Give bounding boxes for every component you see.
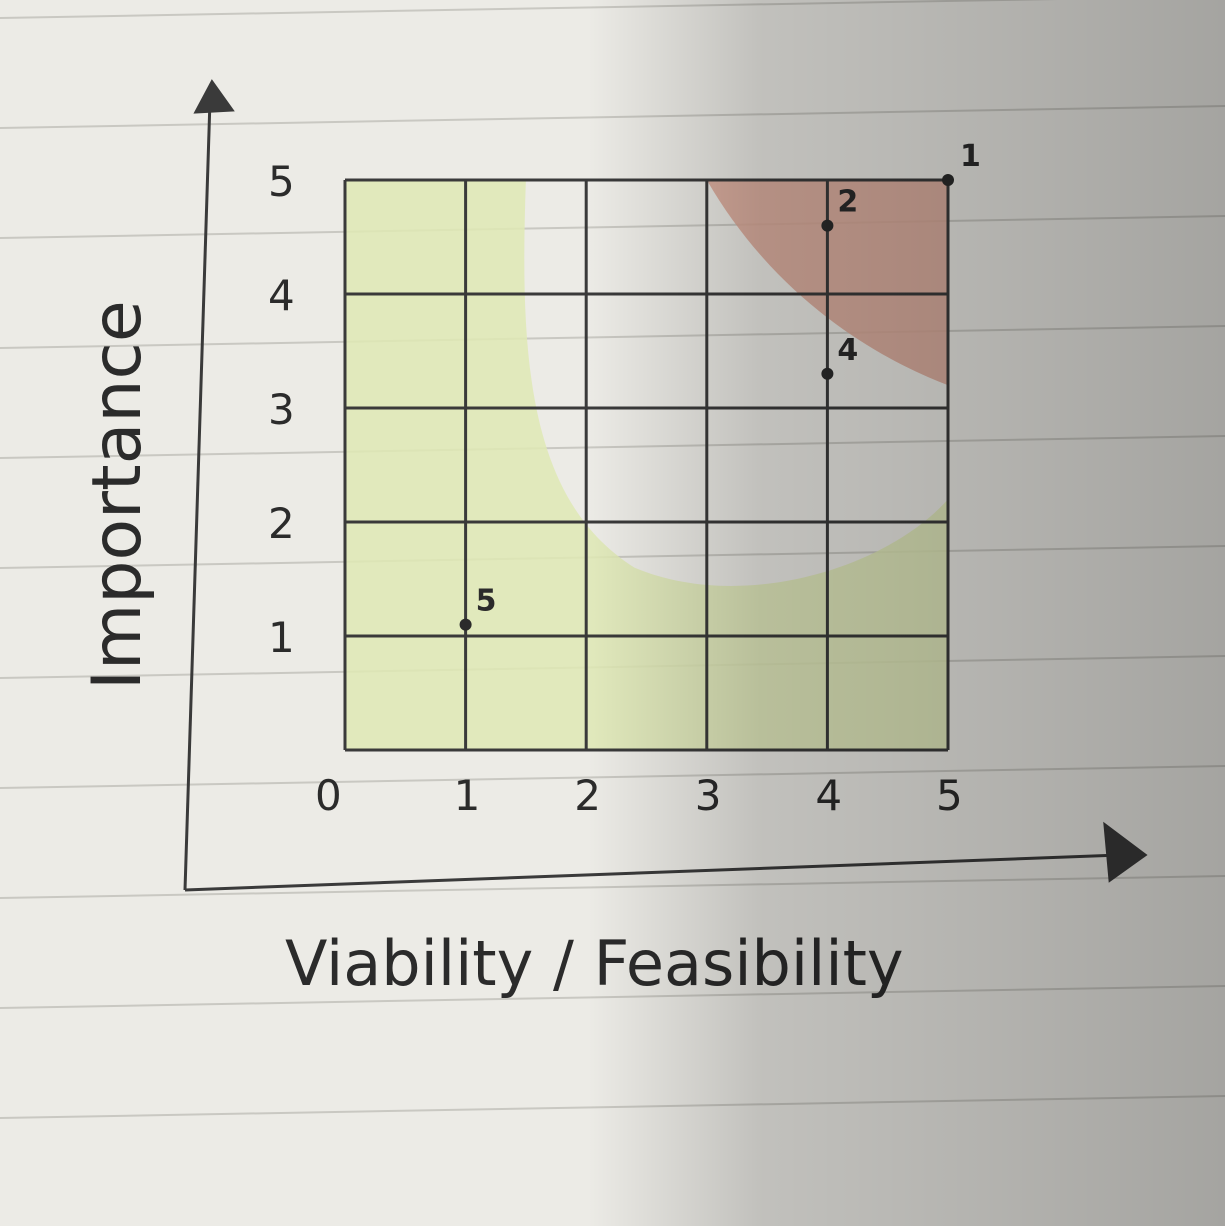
data-point: 2: [821, 185, 858, 232]
data-point-label: 2: [837, 185, 858, 220]
axes: [183, 79, 1148, 892]
x-tick-label: 4: [815, 771, 842, 820]
notebook-line: [0, 765, 1225, 789]
notebook-line: [0, 215, 1225, 239]
x-tick-label: 2: [574, 771, 601, 820]
low-zone-region: [345, 180, 948, 750]
data-point-dot: [459, 618, 472, 631]
x-axis-title: Viability / Feasibility: [285, 927, 904, 1000]
y-axis-title: Importance: [78, 300, 157, 690]
grid: [343, 178, 950, 752]
data-point: 5: [459, 584, 497, 631]
x-axis-arrow: [1103, 821, 1148, 883]
notebook-line: [0, 0, 1058, 19]
data-point-dot: [821, 219, 834, 232]
data-point-label: 1: [960, 139, 981, 174]
data-point-dot: [942, 174, 954, 186]
x-tick-label: 0: [315, 771, 342, 820]
notebook-line: [0, 1095, 1225, 1119]
notebook-line: [0, 105, 1225, 129]
data-points: 1 2 4 5: [459, 139, 981, 631]
y-tick-label: 2: [268, 499, 295, 548]
x-tick-label: 1: [454, 771, 481, 820]
data-point-dot: [821, 367, 834, 380]
x-tick-label: 3: [695, 771, 722, 820]
data-point-label: 5: [476, 584, 497, 619]
x-tick-labels: 0 1 2 3 4 5: [315, 771, 963, 820]
y-tick-labels: 1 2 3 4 5: [268, 157, 295, 662]
y-tick-label: 5: [268, 157, 295, 206]
data-point-label: 4: [837, 333, 858, 368]
y-tick-label: 1: [268, 613, 295, 662]
data-point: 1: [942, 139, 981, 186]
x-axis-line: [184, 853, 1121, 892]
y-axis-arrow: [193, 79, 235, 114]
y-axis-line: [183, 99, 212, 891]
y-tick-label: 3: [268, 385, 295, 434]
notebook-line: [0, 435, 1225, 459]
notebook-line: [0, 985, 1225, 1009]
y-tick-label: 4: [268, 271, 295, 320]
notebook-line: [0, 875, 1225, 899]
x-tick-label: 5: [936, 771, 963, 820]
data-point: 4: [821, 333, 858, 380]
notebook-line: [0, 325, 1225, 349]
